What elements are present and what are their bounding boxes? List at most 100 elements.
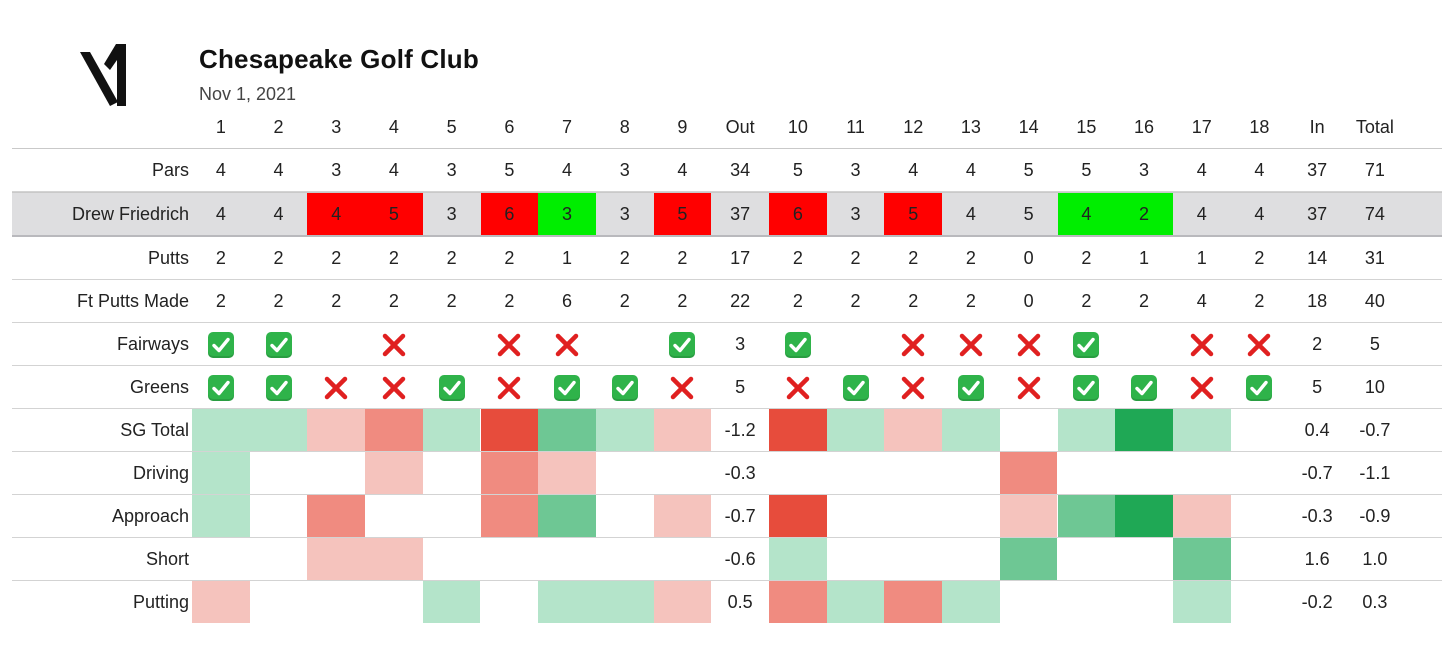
ft_putts-cell-2: 2: [273, 291, 284, 311]
fairways-cell-18: [1231, 323, 1289, 365]
sg_approach-cell-13: [942, 495, 1000, 537]
sg_total-cell-10: [769, 409, 827, 451]
player-cell-4: 5: [365, 193, 423, 235]
pars-cell-7: 4: [562, 160, 573, 180]
sg_short-cell-1: [192, 538, 250, 580]
sg_total-label: SG Total: [120, 420, 189, 440]
player-cell-10: 6: [769, 193, 827, 235]
sg_short-row: Short -0.6 1.6 1.0: [12, 538, 1442, 581]
pars-cell-in: 37: [1307, 160, 1328, 180]
sg_total-cell-7: [538, 409, 596, 451]
ft_putts-cell-in: 18: [1307, 291, 1328, 311]
putts-cell-11: 2: [850, 248, 861, 268]
pars-cell-total: 71: [1364, 160, 1385, 180]
player-cell-16: 2: [1115, 193, 1173, 235]
scorecard-table: 1 2 3 4 5 6 7 8 9 Out 10 11 12 13 14 15 16 17 18 In Total Par…: [12, 106, 1442, 623]
putts-cell-16: 1: [1139, 248, 1150, 268]
v1-logo-icon: [80, 44, 126, 106]
sg_driving-cell-13: [942, 452, 1000, 494]
sg_total-cell-8: [595, 409, 654, 451]
cross-icon: [1015, 331, 1043, 359]
sg_putting-cell-out: 0.5: [727, 592, 753, 612]
sg_driving-cell-10: [769, 452, 827, 494]
sg_approach-cell-11: [827, 495, 885, 537]
ft_putts-cell-9: 2: [677, 291, 688, 311]
greens-cell-out: 5: [735, 377, 746, 397]
pars-cell-18: 4: [1254, 160, 1265, 180]
fairways-cell-15: [1058, 323, 1116, 365]
fairways-cell-out: 3: [735, 334, 746, 354]
fairways-row: Fairways 3 2 5: [12, 323, 1442, 366]
sg_driving-cell-total: -1.1: [1359, 463, 1391, 483]
fairways-cell-in: 2: [1312, 334, 1323, 354]
greens-cell-17: [1173, 366, 1231, 408]
putts-cell-8: 2: [619, 248, 630, 268]
player-cell-out: 37: [730, 204, 751, 224]
sg_putting-cell-18: [1231, 581, 1289, 623]
check-icon: [1246, 375, 1273, 402]
sg_driving-row: Driving -0.3 -0.7 -1.1: [12, 452, 1442, 495]
sg_putting-cell-total: 0.3: [1362, 592, 1388, 612]
column-header-6: 6: [504, 117, 515, 137]
cross-icon: [380, 374, 408, 402]
column-header-total: Total: [1355, 117, 1394, 137]
sg_driving-cell-2: [250, 452, 308, 494]
fairways-cell-14: [1000, 323, 1058, 365]
column-header-11: 11: [846, 117, 865, 137]
greens-row: Greens 5 5 10: [12, 366, 1442, 409]
cross-icon: [495, 331, 523, 359]
cross-icon: [495, 374, 523, 402]
sg_short-cell-6: [481, 538, 539, 580]
check-icon: [438, 375, 465, 402]
column-header-row: 1 2 3 4 5 6 7 8 9 Out 10 11 12 13 14 15 16 17 18 In Total: [12, 106, 1442, 149]
pars-cell-8: 3: [619, 160, 630, 180]
sg_total-row: SG Total -1.2 0.4 -0.7: [12, 409, 1442, 452]
sg_approach-cell-6: [480, 495, 539, 537]
putts-cell-1: 2: [215, 248, 226, 268]
greens-cell-12: [884, 366, 942, 408]
ft_putts-cell-8: 2: [619, 291, 630, 311]
sg_short-cell-15: [1058, 538, 1116, 580]
player-cell-12: 5: [884, 193, 943, 235]
greens-cell-14: [1000, 366, 1058, 408]
sg_driving-cell-8: [596, 452, 654, 494]
sg_driving-cell-9: [654, 452, 712, 494]
sg_total-cell-17: [1172, 409, 1231, 451]
sg_putting-cell-17: [1172, 581, 1231, 623]
greens-cell-7: [538, 366, 596, 408]
fairways-cell-11: [827, 323, 885, 365]
sg_putting-cell-1: [192, 581, 250, 623]
fairways-cell-2: [250, 323, 308, 365]
greens-cell-6: [481, 366, 539, 408]
cross-icon: [899, 374, 927, 402]
putts-cell-15: 2: [1081, 248, 1092, 268]
sg_driving-cell-15: [1058, 452, 1116, 494]
player-cell-13: 4: [965, 204, 976, 224]
check-icon: [554, 375, 581, 402]
ft_putts-cell-1: 2: [215, 291, 226, 311]
sg_short-cell-4: [365, 538, 423, 580]
player-cell-15: 4: [1057, 193, 1116, 235]
sg_driving-cell-14: [999, 452, 1058, 494]
greens-cell-3: [307, 366, 365, 408]
sg_driving-cell-17: [1173, 452, 1231, 494]
sg_driving-cell-1: [192, 452, 250, 494]
check-icon: [1073, 375, 1100, 402]
sg_putting-cell-14: [1000, 581, 1058, 623]
greens-cell-13: [942, 366, 1000, 408]
column-header-15: 15: [1076, 117, 1097, 137]
ft_putts-cell-17: 4: [1196, 291, 1207, 311]
sg_putting-cell-9: [653, 581, 712, 623]
sg_total-cell-16: [1115, 409, 1173, 451]
player-cell-9: 5: [653, 193, 712, 235]
sg_short-cell-2: [250, 538, 308, 580]
sg_approach-cell-16: [1115, 495, 1173, 537]
sg_approach-cell-10: [769, 495, 827, 537]
putts-cell-total: 31: [1364, 248, 1385, 268]
sg_short-cell-7: [538, 538, 596, 580]
pars-cell-16: 3: [1139, 160, 1150, 180]
sg_putting-cell-6: [481, 581, 539, 623]
column-header-1: 1: [215, 117, 226, 137]
pars-cell-12: 4: [908, 160, 919, 180]
ft_putts-cell-16: 2: [1139, 291, 1150, 311]
